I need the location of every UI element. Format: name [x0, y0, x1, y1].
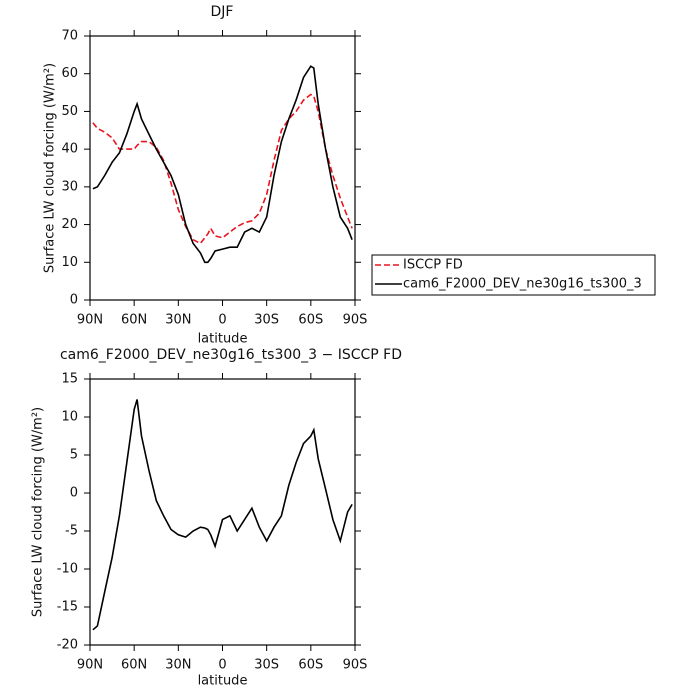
y-tick-label: 10: [61, 410, 78, 425]
legend-label: ISCCP FD: [403, 258, 463, 273]
y-tick-label: 5: [70, 448, 78, 463]
y-tick-label: 0: [70, 293, 78, 308]
y-tick-label: 15: [61, 372, 78, 387]
x-tick-label: 90N: [77, 313, 103, 328]
data-line: [92, 93, 353, 245]
x-tick-label: 90S: [343, 658, 368, 673]
x-tick-label: 30S: [254, 658, 279, 673]
x-tick-label: 60S: [298, 658, 323, 673]
y-tick-label: 0: [70, 486, 78, 501]
x-axis-label: latitude: [198, 332, 248, 347]
x-tick-label: 30N: [165, 313, 191, 328]
y-tick-label: -10: [57, 562, 78, 577]
x-axis-label: latitude: [198, 674, 248, 689]
y-tick-label: 50: [61, 104, 78, 119]
y-axis-label: Surface LW cloud forcing (W/m²): [31, 407, 46, 617]
x-tick-label: 30S: [254, 313, 279, 328]
x-tick-label: 60N: [121, 313, 147, 328]
x-tick-label: 30N: [165, 658, 191, 673]
y-tick-label: 30: [61, 179, 78, 194]
x-tick-label: 0: [218, 313, 226, 328]
x-tick-label: 90N: [77, 658, 103, 673]
y-tick-label: 40: [61, 142, 78, 157]
x-tick-label: 60S: [298, 313, 323, 328]
y-tick-label: 20: [61, 217, 78, 232]
y-tick-label: -20: [57, 638, 78, 653]
x-tick-label: 0: [218, 658, 226, 673]
chart-title: DJF: [211, 4, 234, 20]
legend-box: [371, 254, 656, 296]
x-tick-label: 90S: [343, 313, 368, 328]
chart-title: cam6_F2000_DEV_ne30g16_ts300_3 − ISCCP F…: [60, 347, 402, 363]
plot-frame: [89, 378, 356, 646]
y-tick-label: -15: [57, 600, 78, 615]
data-line: [92, 399, 353, 631]
legend-label: cam6_F2000_DEV_ne30g16_ts300_3: [403, 277, 642, 292]
y-tick-label: 10: [61, 255, 78, 270]
x-tick-label: 60N: [121, 658, 147, 673]
y-tick-label: -5: [65, 524, 78, 539]
y-tick-label: 60: [61, 66, 78, 81]
data-line: [92, 65, 353, 264]
y-axis-label: Surface LW cloud forcing (W/m²): [43, 63, 58, 273]
y-tick-label: 70: [61, 29, 78, 44]
